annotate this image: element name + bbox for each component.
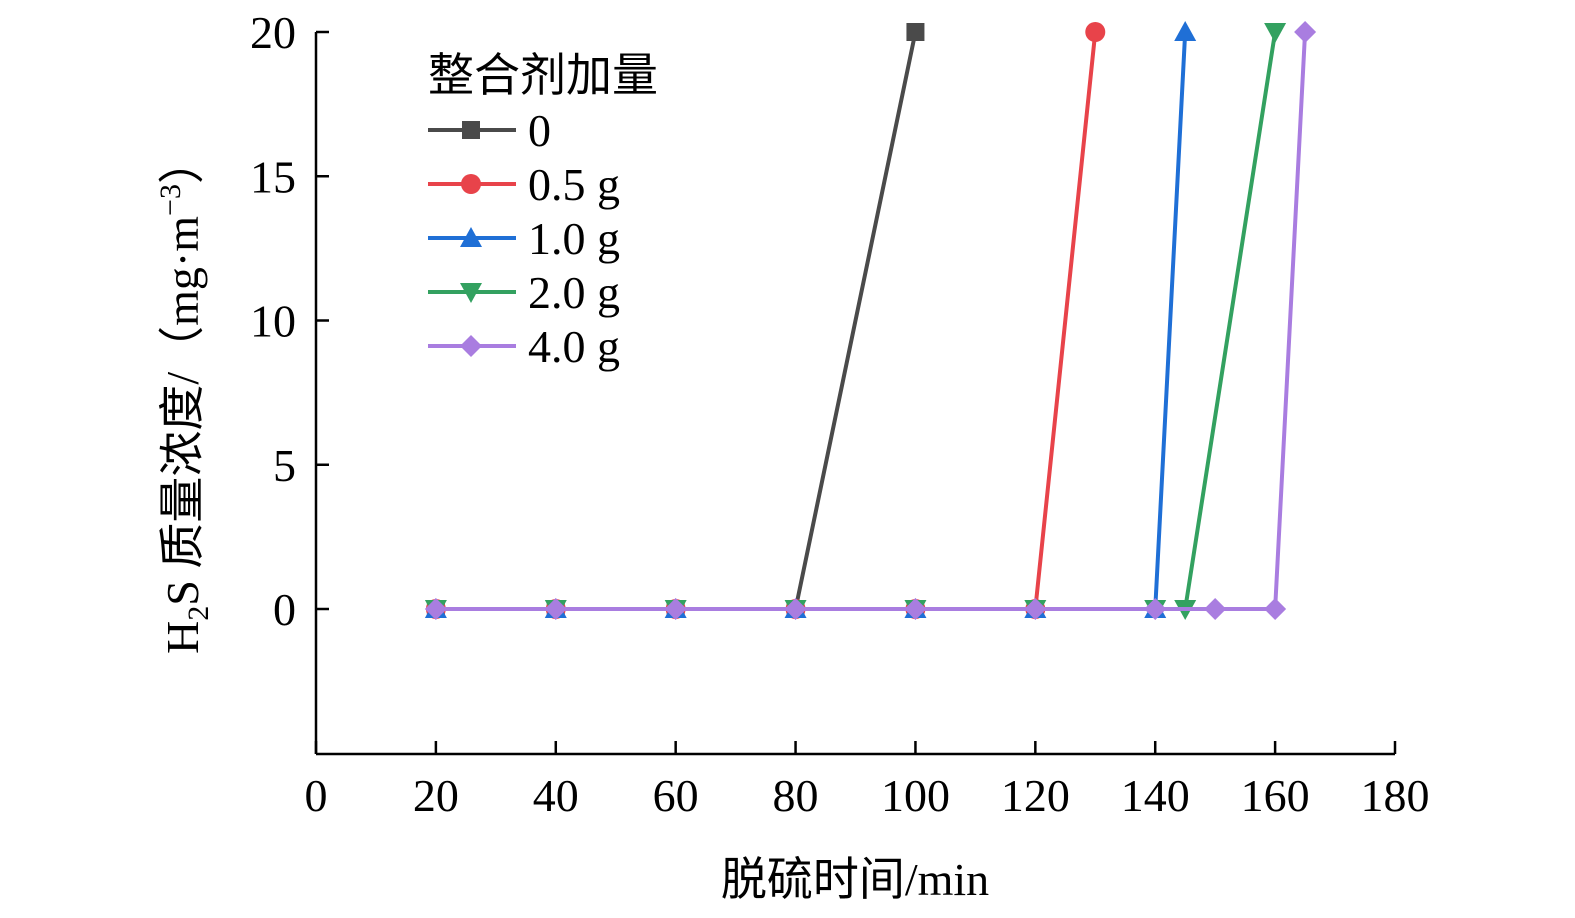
legend-item-0: 0 [428,105,551,156]
data-point-series-4-0 [424,598,447,620]
y-tick-label-15: 15 [250,151,296,202]
data-point-series-4-8 [1264,598,1287,620]
y-axis-title-superscript: −3 [154,184,187,216]
data-point-series-4-3 [784,598,807,620]
y-axis-title-close: ） [157,138,208,184]
legend-item-2: 1.0 g [428,213,620,264]
legend-item-1: 0.5 g [428,159,620,210]
x-tick-label-20: 20 [413,770,459,821]
y-tick-label-10: 10 [250,296,296,347]
y-tick-label-20: 20 [250,7,296,58]
legend: 整合剂加量 00.5 g1.0 g2.0 g4.0 g [428,50,658,372]
data-point-series-4-1 [544,598,567,620]
x-tick-label-140: 140 [1121,770,1190,821]
y-axis-title-subscript: 2 [182,606,215,621]
x-tick-label-100: 100 [881,770,950,821]
series-line-0 [435,31,918,611]
data-point-series-3-8 [1264,23,1287,43]
x-tick-label-40: 40 [533,770,579,821]
y-axis-title-main: S 质量浓度/（mg·m [157,216,208,606]
data-point-series-4-7 [1204,598,1227,620]
x-tick-label-120: 120 [1001,770,1070,821]
legend-label-3: 2.0 g [528,267,620,318]
data-point-series-4-4 [904,598,927,620]
legend-label-0: 0 [528,105,551,156]
series-4 [424,21,1317,620]
y-axis-title: H2S 质量浓度/（mg·m−3） [154,138,215,654]
x-axis-title: 脱硫时间/min [721,854,989,905]
x-tick-label-60: 60 [653,770,699,821]
legend-title: 整合剂加量 [428,50,658,101]
series-0 [426,23,925,618]
data-point-series-4-9 [1294,21,1317,43]
data-point-series-1-6 [1085,22,1106,42]
x-tick-label-0: 0 [305,770,328,821]
y-tick-label-0: 0 [273,584,296,635]
data-point-series-4-2 [664,598,687,620]
y-tick-label-5: 5 [273,440,296,491]
legend-items: 00.5 g1.0 g2.0 g4.0 g [428,105,620,372]
legend-label-4: 4.0 g [528,321,620,372]
data-point-series-0-4 [906,23,925,41]
data-point-series-2-7 [1174,21,1197,41]
x-tick-label-180: 180 [1361,770,1430,821]
series-line-4 [435,31,1308,611]
x-ticks: 0 20 40 60 80 100 120 140 160 180 [305,741,1430,821]
legend-marker-4 [460,335,482,357]
legend-marker-2 [460,227,482,247]
legend-marker-1 [461,174,481,194]
axes [314,32,1395,756]
legend-item-3: 2.0 g [428,267,620,318]
data-point-series-4-6 [1144,598,1167,620]
legend-label-2: 1.0 g [528,213,620,264]
series-layer [424,21,1317,620]
legend-marker-0 [462,121,480,139]
data-point-series-4-5 [1024,598,1047,620]
legend-item-4: 4.0 g [428,321,620,372]
x-tick-label-80: 80 [773,770,819,821]
x-tick-label-160: 160 [1241,770,1310,821]
legend-label-1: 0.5 g [528,159,620,210]
y-ticks: 0 5 10 15 20 [250,7,329,635]
legend-marker-3 [460,283,482,303]
y-axis-title-h: H [157,621,208,654]
